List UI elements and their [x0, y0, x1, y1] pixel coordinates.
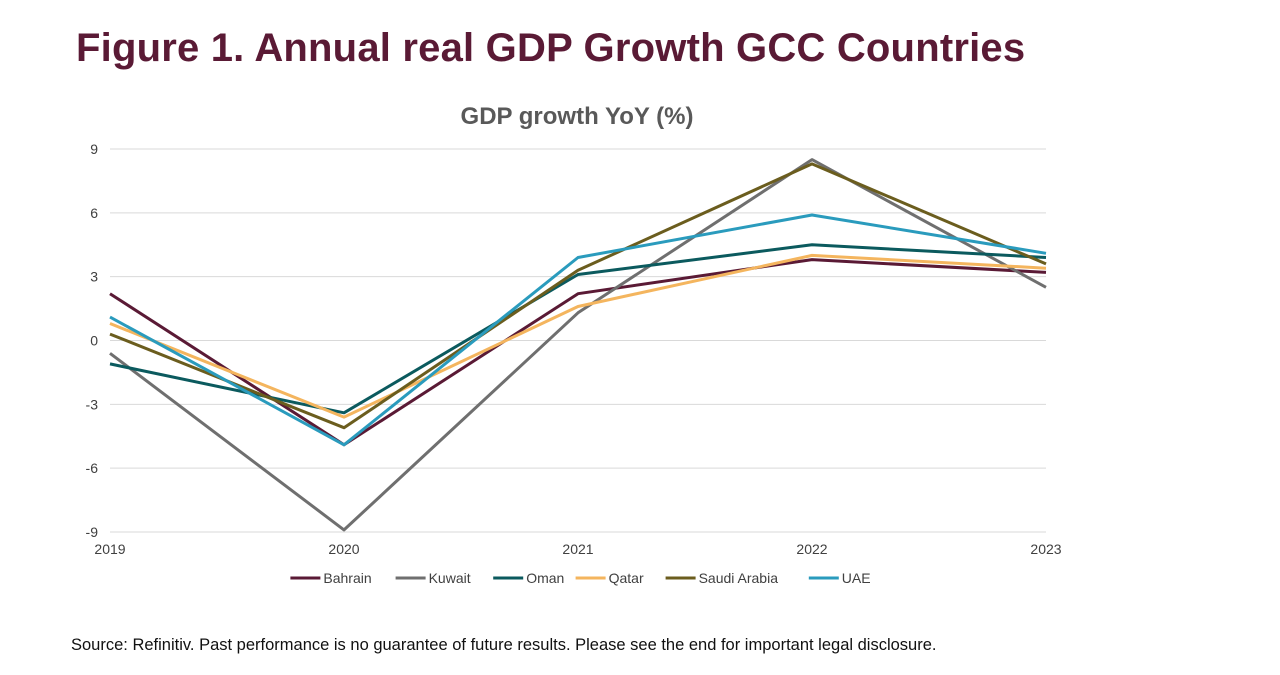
x-tick-label: 2020	[328, 541, 359, 557]
y-tick-label: 6	[90, 205, 98, 221]
gridlines	[110, 148, 1046, 533]
chart-title: GDP growth YoY (%)	[461, 103, 694, 130]
legend-label-uae: UAE	[842, 570, 871, 586]
y-axis-ticks: 9 6 3 0 -3 -6 -9	[86, 141, 99, 540]
y-tick-label: 9	[90, 141, 98, 157]
series-line-saudi-arabia	[109, 162, 1047, 430]
y-tick-label: -6	[86, 460, 99, 476]
source-note: Source: Refinitiv. Past performance is n…	[71, 636, 937, 654]
y-tick-label: 0	[90, 333, 98, 349]
series-line-bahrain	[109, 258, 1047, 447]
series-line-kuwait	[109, 158, 1047, 532]
legend-label-qatar: Qatar	[609, 570, 644, 586]
series-line-uae	[109, 213, 1047, 447]
x-tick-label: 2021	[562, 541, 593, 557]
legend-label-bahrain: Bahrain	[323, 570, 371, 586]
figure-title: Figure 1. Annual real GDP Growth GCC Cou…	[76, 26, 1026, 70]
x-tick-label: 2022	[796, 541, 827, 557]
x-tick-label: 2023	[1030, 541, 1061, 557]
legend: Bahrain Kuwait Oman Qatar Saudi Arabia UAE	[290, 570, 871, 586]
series-lines	[109, 158, 1047, 532]
x-axis-ticks: 2019 2020 2021 2022 2023	[94, 541, 1061, 557]
series-line-qatar	[109, 253, 1047, 419]
x-tick-label: 2019	[94, 541, 125, 557]
y-tick-label: -3	[86, 396, 99, 412]
legend-label-oman: Oman	[526, 570, 564, 586]
legend-label-kuwait: Kuwait	[429, 570, 471, 586]
y-tick-label: 3	[90, 269, 98, 285]
y-tick-label: -9	[86, 524, 99, 540]
legend-label-saudi-arabia: Saudi Arabia	[699, 570, 779, 586]
